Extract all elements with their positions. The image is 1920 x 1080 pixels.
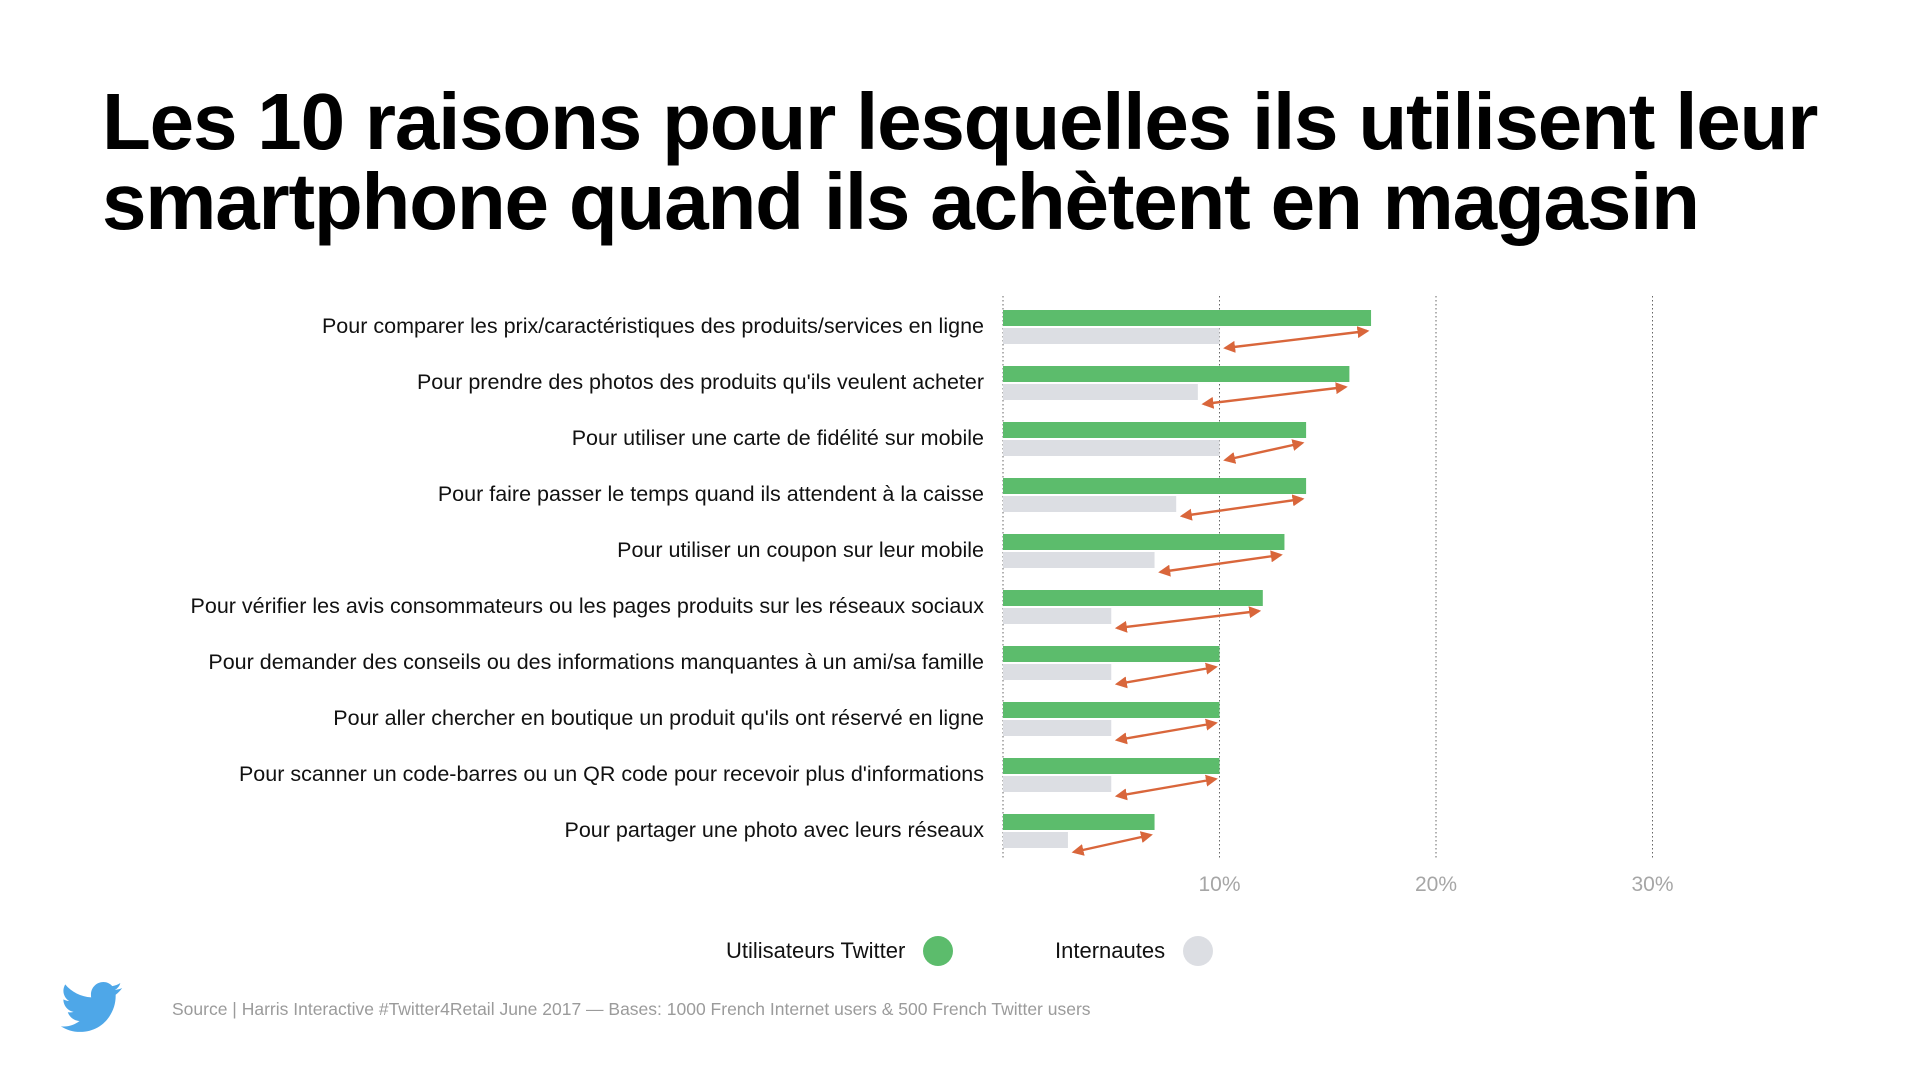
category-label: Pour demander des conseils ou des inform… <box>208 650 984 674</box>
category-label: Pour utiliser une carte de fidélité sur … <box>572 426 984 450</box>
bar-twitter <box>1003 646 1220 662</box>
difference-arrow <box>1223 326 1370 353</box>
source-note: Source | Harris Interactive #Twitter4Ret… <box>172 999 1091 1019</box>
bar-internautes <box>1003 552 1155 568</box>
bar-internautes <box>1003 832 1068 848</box>
difference-arrow <box>1114 774 1218 801</box>
category-labels: Pour comparer les prix/caractéristiques … <box>191 314 985 842</box>
category-label: Pour faire passer le temps quand ils att… <box>438 482 984 506</box>
bar-internautes <box>1003 440 1220 456</box>
bar-chart: Pour comparer les prix/caractéristiques … <box>191 296 1674 896</box>
x-tick-label: 30% <box>1631 873 1673 896</box>
x-axis-ticks: 10% 20% 30% <box>1198 873 1673 896</box>
x-tick-label: 10% <box>1198 873 1240 896</box>
difference-arrow <box>1223 439 1305 464</box>
bar-internautes <box>1003 328 1220 344</box>
legend-swatch-internautes <box>1183 936 1214 966</box>
difference-arrow <box>1201 382 1348 409</box>
bar-twitter <box>1003 310 1372 326</box>
bar-internautes <box>1003 384 1198 400</box>
bar-internautes <box>1003 496 1177 512</box>
x-tick-label: 20% <box>1415 873 1457 896</box>
difference-arrow <box>1114 718 1218 745</box>
legend-label-twitter: Utilisateurs Twitter <box>726 938 906 963</box>
category-label: Pour aller chercher en boutique un produ… <box>333 706 984 730</box>
bar-twitter <box>1003 590 1263 606</box>
bar-internautes <box>1003 720 1112 736</box>
category-label: Pour prendre des photos des produits qu'… <box>417 370 984 394</box>
difference-arrow <box>1071 831 1153 856</box>
bars <box>1003 310 1372 848</box>
difference-arrow <box>1114 606 1262 633</box>
bar-twitter <box>1003 366 1350 382</box>
difference-arrows <box>1071 326 1370 856</box>
difference-arrow <box>1114 662 1218 689</box>
category-label: Pour vérifier les avis consommateurs ou … <box>191 594 985 618</box>
category-label: Pour utiliser un coupon sur leur mobile <box>617 538 984 562</box>
title-line-1: Les 10 raisons pour lesquelles ils utili… <box>102 77 1818 166</box>
bar-twitter <box>1003 478 1307 494</box>
difference-arrow <box>1158 550 1283 577</box>
bar-twitter <box>1003 814 1155 830</box>
bar-twitter <box>1003 758 1220 774</box>
category-label: Pour comparer les prix/caractéristiques … <box>322 314 984 338</box>
category-label: Pour partager une photo avec leurs résea… <box>564 818 984 842</box>
twitter-bird-icon <box>60 982 123 1032</box>
legend-label-internautes: Internautes <box>1055 938 1166 963</box>
page-title: Les 10 raisons pour lesquelles ils utili… <box>102 82 1862 242</box>
category-label: Pour scanner un code-barres ou un QR cod… <box>239 762 984 786</box>
bar-internautes <box>1003 608 1112 624</box>
title-line-2: smartphone quand ils achètent en magasin <box>102 157 1700 246</box>
bar-internautes <box>1003 776 1112 792</box>
legend: Utilisateurs Twitter Internautes <box>0 936 1920 976</box>
difference-arrow <box>1179 494 1305 521</box>
legend-item-twitter: Utilisateurs Twitter <box>726 936 954 966</box>
bar-twitter <box>1003 422 1307 438</box>
bar-internautes <box>1003 664 1112 680</box>
legend-item-internautes: Internautes <box>1055 936 1214 966</box>
bar-twitter <box>1003 534 1285 550</box>
legend-swatch-twitter <box>923 936 954 966</box>
bar-twitter <box>1003 702 1220 718</box>
